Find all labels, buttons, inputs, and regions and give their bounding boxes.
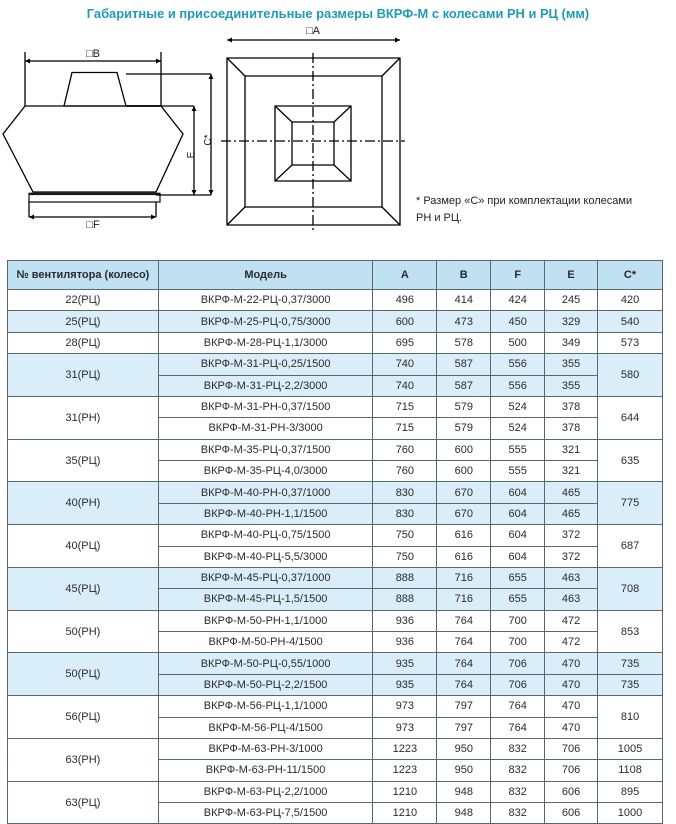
svg-text:C*: C* xyxy=(203,134,214,145)
svg-text:□A: □A xyxy=(306,25,321,37)
svg-text:□F: □F xyxy=(86,219,100,231)
svg-text:□B: □B xyxy=(86,48,100,60)
svg-text:E: E xyxy=(186,151,197,158)
